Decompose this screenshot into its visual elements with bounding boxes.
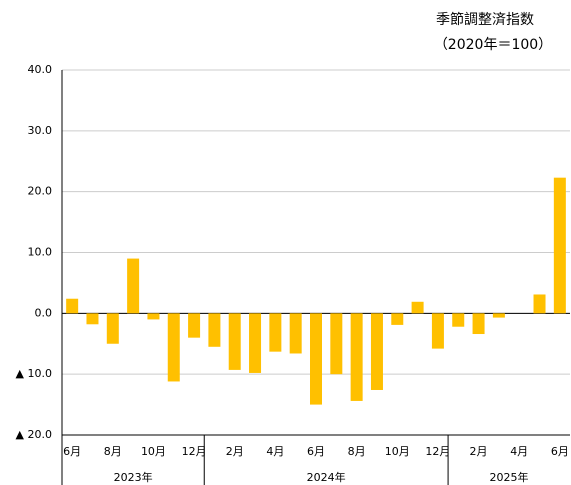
x-group-label: 2023年 [114, 470, 153, 484]
bar [269, 313, 282, 352]
x-group-label: 2025年 [490, 470, 529, 484]
bar [492, 313, 505, 318]
x-tick-label: 4月 [266, 445, 284, 458]
bar [167, 313, 180, 382]
bar [431, 313, 444, 349]
chart-title: 季節調整済指数 [436, 11, 534, 28]
bar [208, 313, 221, 347]
bar [127, 258, 140, 314]
x-tick-label: 4月 [510, 445, 528, 458]
y-tick-label: 30.0 [28, 124, 53, 137]
bar [310, 313, 322, 405]
x-tick-label: 12月 [425, 445, 450, 458]
bar [533, 294, 546, 314]
x-tick-label: 8月 [104, 445, 122, 458]
y-tick-label: 10.0 [28, 246, 53, 259]
x-tick-label: 6月 [551, 445, 569, 458]
x-group-label: 2024年 [307, 470, 346, 484]
x-tick-label: 8月 [348, 445, 366, 458]
x-tick-label: 6月 [307, 445, 325, 458]
bar [411, 301, 424, 314]
y-tick-label: 0.0 [35, 306, 53, 319]
x-tick-label: 10月 [385, 445, 410, 458]
chart-subtitle: （2020年＝100） [434, 37, 552, 53]
bar [553, 177, 566, 314]
bar [228, 313, 241, 370]
bar [147, 313, 160, 320]
bar [350, 313, 363, 401]
y-tick-label: 20.0 [28, 185, 53, 198]
bar [391, 313, 404, 325]
bar [66, 298, 79, 314]
y-tick-label: 40.0 [28, 63, 53, 76]
bar [249, 313, 262, 373]
bar [86, 313, 99, 325]
bar [472, 313, 485, 335]
bar [330, 313, 343, 375]
bar [188, 313, 201, 338]
x-tick-label: 2月 [470, 445, 488, 458]
bar [370, 313, 383, 390]
y-tick-label: ▲ 10.0 [16, 367, 52, 380]
bar [452, 313, 465, 327]
x-tick-label: 2月 [226, 445, 244, 458]
y-tick-label: ▲ 20.0 [16, 428, 52, 441]
bar [289, 313, 302, 354]
x-tick-label: 12月 [182, 445, 207, 458]
x-tick-label: 10月 [141, 445, 166, 458]
x-tick-label: 6月 [63, 445, 81, 458]
bar [106, 313, 119, 344]
